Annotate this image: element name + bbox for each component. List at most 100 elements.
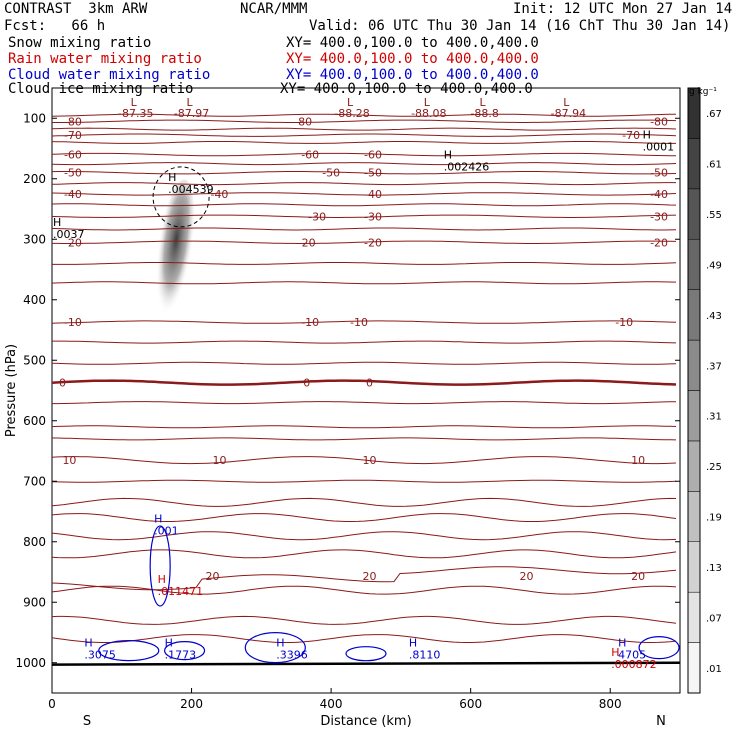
isotherm-label: 10: [631, 454, 645, 467]
y-tick-label: 300: [23, 232, 46, 246]
isotherm-label: -20: [364, 236, 382, 249]
colorbar-segment: [687, 138, 701, 190]
maximum-value: .011471: [158, 585, 204, 598]
minimum-marker: L: [480, 96, 487, 109]
isotherm-label: 10: [212, 454, 226, 467]
isotherm-label: -40: [210, 188, 228, 201]
snow-plume-shading: [153, 179, 195, 330]
colorbar-label: .49: [706, 260, 722, 271]
contour-line: [51, 549, 677, 559]
y-axis-label: Pressure (hPa): [4, 344, 19, 437]
minimum-value: -87.94: [551, 107, 586, 120]
colorbar-label: .13: [706, 563, 722, 574]
isotherm-label: 10: [362, 454, 376, 467]
field-xy-cloud-water: XY= 400.0,100.0 to 400.0,400.0: [286, 67, 539, 83]
x-tick-label: 200: [180, 697, 203, 711]
isotherm-label: -40: [364, 188, 382, 201]
cloud-ice-contour: [152, 166, 210, 228]
colorbar-segment: [687, 642, 701, 694]
isotherm-line: [51, 320, 677, 324]
isotherm-label: -30: [650, 210, 668, 223]
contour-line: [51, 141, 676, 144]
maximum-marker: H: [618, 637, 626, 650]
field-xy-snow: XY= 400.0,100.0 to 400.0,400.0: [286, 35, 539, 51]
plot-frame: [51, 87, 681, 694]
field-xy-rain: XY= 400.0,100.0 to 400.0,400.0: [286, 51, 539, 67]
y-tick-label: 500: [23, 353, 46, 367]
field-xy-cloud-ice: XY= 400.0,100.0 to 400.0,400.0: [280, 81, 533, 97]
cloud-water-contour: [638, 636, 680, 660]
maximum-value: .1773: [165, 649, 197, 662]
isotherm-label: 20: [362, 570, 376, 583]
isotherm-label: -60: [364, 149, 382, 162]
isotherm-label: 0: [303, 377, 310, 390]
maximum-value: .0037: [53, 228, 85, 241]
y-tick-label: 100: [23, 111, 46, 125]
isotherm-label: -10: [64, 316, 82, 329]
y-tick-label: 900: [23, 595, 46, 609]
ground-line: [51, 661, 681, 666]
isotherm-label: 20: [519, 570, 533, 583]
contour-line: [51, 281, 677, 285]
isotherm-label: -60: [301, 149, 319, 162]
minimum-marker: L: [563, 96, 570, 109]
contour-line: [51, 513, 677, 522]
colorbar-segment: [687, 440, 701, 492]
minimum-marker: L: [347, 96, 354, 109]
x-end-label-left: S: [83, 714, 91, 729]
x-tick-label: 800: [599, 697, 622, 711]
isotherm-line: [52, 119, 677, 123]
y-tick-label: 400: [23, 293, 46, 307]
x-tick-label: 0: [48, 697, 56, 711]
minimum-value: -88.28: [334, 107, 369, 120]
maximum-value: .002426: [444, 160, 490, 173]
y-tick-label: 700: [23, 474, 46, 488]
x-axis-label: Distance (km): [320, 714, 411, 729]
colorbar-segment: [687, 491, 701, 543]
cloud-water-contour: [163, 641, 206, 661]
field-label-rain: Rain water mixing ratio: [8, 51, 202, 67]
contour-line: [51, 615, 677, 625]
cloud-water-contour: [98, 640, 160, 662]
x-tick-label: 600: [459, 697, 482, 711]
colorbar-label: .37: [706, 361, 722, 372]
isotherm-label: -20: [650, 236, 668, 249]
isotherm-line: [51, 133, 677, 137]
contour-line: [51, 113, 676, 117]
isotherm-label: 20: [205, 570, 219, 583]
isotherm-line: [51, 192, 677, 196]
valid-time: Valid: 06 UTC Thu 30 Jan 14 (16 ChT Thu …: [309, 18, 731, 34]
y-tick-label: 1000: [15, 656, 46, 670]
minimum-value: -87.35: [118, 107, 153, 120]
maximum-marker: H: [611, 646, 619, 659]
isotherm-label: -70: [64, 129, 82, 142]
colorbar-segment: [687, 541, 701, 593]
maximum-marker: H: [409, 637, 417, 650]
maximum-marker: H: [168, 171, 176, 184]
contour-line: [51, 182, 676, 186]
y-tick-label: 200: [23, 172, 46, 186]
colorbar-unit: g kg⁻¹: [689, 87, 717, 97]
colorbar-label: .67: [706, 109, 722, 120]
colorbar-label: .31: [706, 412, 722, 423]
colorbar-segment: [687, 239, 701, 290]
isotherm-line: [51, 379, 677, 386]
field-label-snow: Snow mixing ratio: [8, 35, 152, 51]
isotherm-line: [51, 456, 677, 465]
isotherm-label: -50: [322, 167, 340, 180]
colorbar-segment: [687, 339, 701, 391]
maximum-marker: H: [643, 129, 651, 142]
isotherm-label: 0: [366, 377, 373, 390]
y-tick-label: 600: [23, 414, 46, 428]
colorbar-label: .25: [706, 462, 722, 473]
maximum-marker: H: [53, 216, 61, 229]
maximum-value: .3396: [276, 649, 308, 662]
isotherm-label: -20: [64, 236, 82, 249]
x-end-label-right: N: [656, 714, 666, 729]
contour-line: [51, 634, 677, 643]
isotherm-label: -80: [650, 115, 668, 128]
isotherm-label: -30: [364, 210, 382, 223]
isotherm-label: 0: [59, 377, 66, 390]
isotherm-label: -10: [615, 316, 633, 329]
